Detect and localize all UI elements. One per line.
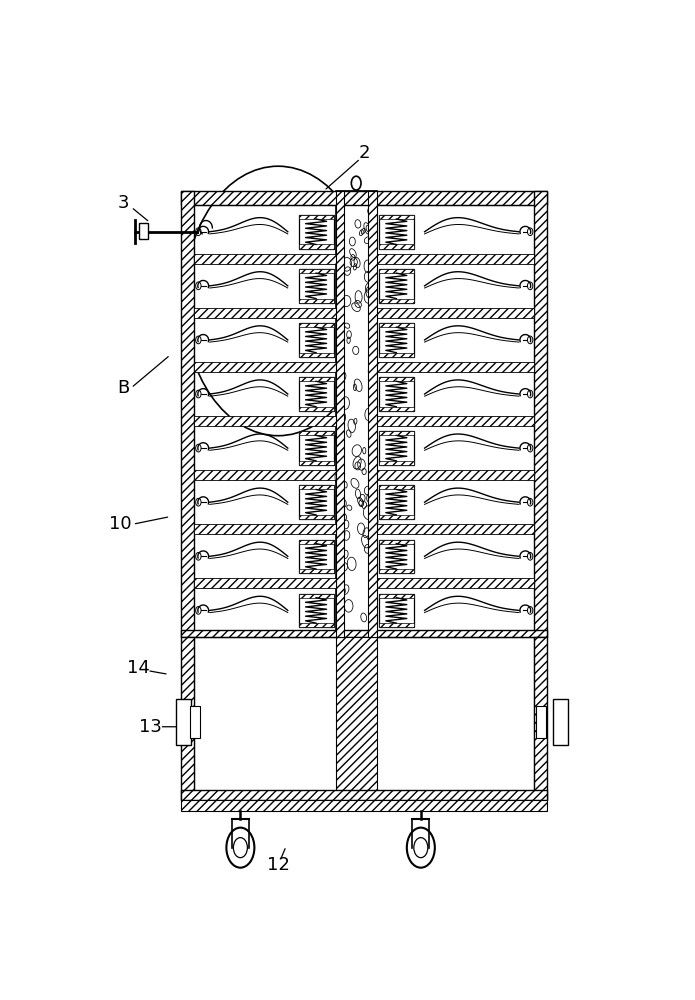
Bar (299, 515, 334, 519)
Bar (553, 699, 569, 745)
Bar (377, 308, 534, 318)
Bar (181, 191, 548, 205)
Circle shape (227, 828, 254, 868)
Bar (181, 790, 548, 800)
Bar (379, 485, 414, 519)
Bar (194, 524, 336, 534)
Bar (299, 623, 334, 627)
Bar (379, 323, 414, 357)
Bar (379, 594, 414, 598)
Bar (299, 215, 334, 249)
Bar (379, 299, 414, 303)
Bar (379, 323, 414, 327)
Bar (299, 594, 334, 627)
Bar (194, 416, 336, 426)
Bar (336, 191, 344, 637)
Bar (379, 461, 414, 465)
Bar (379, 244, 414, 249)
Bar (379, 540, 414, 573)
Bar (176, 699, 191, 745)
Bar (194, 308, 336, 318)
Bar (368, 191, 377, 637)
Bar (299, 485, 334, 489)
Circle shape (414, 838, 428, 858)
Bar (379, 377, 414, 411)
Bar (181, 630, 548, 637)
Bar (194, 362, 336, 372)
Bar (377, 416, 534, 426)
Bar (299, 377, 334, 381)
Bar (537, 706, 546, 738)
Bar (379, 623, 414, 627)
Bar (194, 254, 336, 264)
Bar (379, 407, 414, 411)
Bar (181, 800, 548, 811)
Bar (181, 191, 194, 637)
Circle shape (407, 828, 435, 868)
Bar (194, 470, 336, 480)
Bar (138, 223, 148, 239)
Text: B: B (117, 379, 130, 397)
Bar (377, 254, 534, 264)
Bar (379, 215, 414, 219)
Text: 13: 13 (139, 718, 162, 736)
Bar (194, 637, 534, 800)
Bar (299, 323, 334, 327)
Bar (299, 540, 334, 573)
Bar (299, 377, 334, 411)
Bar (299, 299, 334, 303)
Bar (377, 524, 534, 534)
Bar (299, 594, 334, 598)
Bar (299, 407, 334, 411)
Bar (379, 377, 414, 381)
Bar (379, 269, 414, 273)
Circle shape (234, 838, 247, 858)
Bar (299, 269, 334, 273)
Bar (379, 594, 414, 627)
Bar (299, 569, 334, 573)
Bar (299, 269, 334, 303)
Bar (299, 431, 334, 465)
Bar (379, 485, 414, 489)
Text: 12: 12 (267, 856, 290, 874)
Text: 3: 3 (117, 194, 129, 212)
Bar (379, 215, 414, 249)
Bar (299, 431, 334, 435)
Bar (379, 431, 414, 465)
Bar (299, 485, 334, 519)
Bar (379, 540, 414, 544)
Bar (379, 431, 414, 435)
Bar (299, 323, 334, 357)
Bar (377, 470, 534, 480)
Bar (534, 637, 548, 800)
Text: 14: 14 (126, 659, 149, 677)
Bar (336, 637, 377, 800)
Bar (299, 244, 334, 249)
Bar (379, 569, 414, 573)
Bar (379, 353, 414, 357)
Bar (299, 540, 334, 544)
Bar (379, 515, 414, 519)
Text: 10: 10 (109, 515, 131, 533)
Bar (194, 578, 336, 588)
Bar (299, 353, 334, 357)
Bar (181, 637, 194, 800)
Bar (299, 215, 334, 219)
Bar (299, 461, 334, 465)
Bar (336, 191, 377, 637)
Bar (379, 269, 414, 303)
Text: 2: 2 (359, 144, 370, 162)
Bar (190, 706, 200, 738)
Bar (534, 191, 548, 637)
Bar (377, 578, 534, 588)
Bar (377, 362, 534, 372)
